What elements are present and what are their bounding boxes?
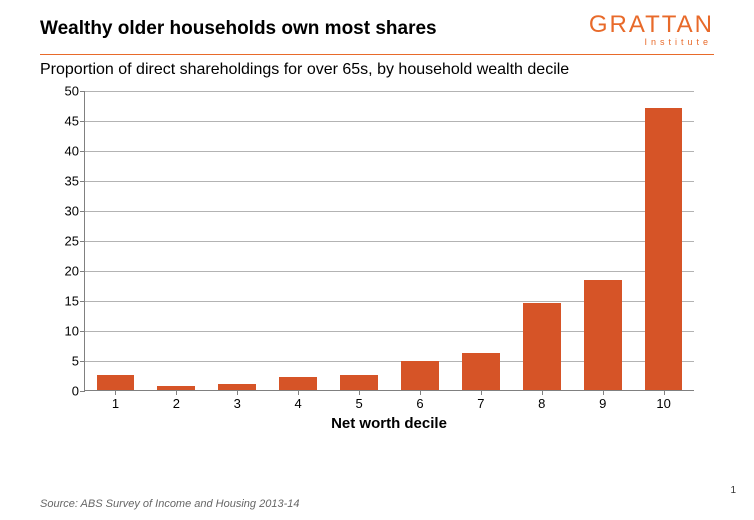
bar: [401, 361, 439, 390]
bar-chart: 0510152025303540455012345678910 Net wort…: [50, 85, 704, 435]
bar-slot: 8: [511, 91, 572, 390]
x-tick-label: 4: [295, 390, 302, 411]
page-number: 1: [730, 485, 736, 496]
bar-slot: 10: [633, 91, 694, 390]
bar-slot: 4: [268, 91, 329, 390]
y-tick-label: 25: [65, 233, 85, 248]
y-tick-label: 30: [65, 203, 85, 218]
bar: [340, 375, 378, 390]
bar: [462, 353, 500, 390]
x-axis-label: Net worth decile: [84, 415, 694, 432]
y-tick-label: 40: [65, 143, 85, 158]
divider-rule: [40, 54, 714, 55]
bar-slot: 2: [146, 91, 207, 390]
bar-slot: 9: [572, 91, 633, 390]
bar-slot: 6: [390, 91, 451, 390]
bar: [523, 303, 561, 390]
bar: [645, 108, 683, 390]
x-tick-label: 9: [599, 390, 606, 411]
bar: [97, 375, 135, 389]
x-tick-label: 3: [234, 390, 241, 411]
bar-slot: 3: [207, 91, 268, 390]
x-tick-label: 2: [173, 390, 180, 411]
x-tick-label: 6: [416, 390, 423, 411]
bars-container: 12345678910: [85, 91, 694, 390]
y-tick-label: 15: [65, 293, 85, 308]
bar-slot: 1: [85, 91, 146, 390]
chart-subtitle: Proportion of direct shareholdings for o…: [40, 61, 714, 79]
y-tick-label: 20: [65, 263, 85, 278]
y-tick-label: 50: [65, 83, 85, 98]
chart-title: Wealthy older households own most shares: [40, 18, 437, 40]
y-tick-label: 45: [65, 113, 85, 128]
source-note: Source: ABS Survey of Income and Housing…: [40, 498, 299, 510]
x-tick-label: 1: [112, 390, 119, 411]
logo-text-main: GRATTAN: [589, 11, 714, 38]
y-tick-label: 35: [65, 173, 85, 188]
y-tick-label: 10: [65, 323, 85, 338]
bar-slot: 7: [450, 91, 511, 390]
logo-text-sub: Institute: [589, 38, 712, 46]
y-tick-label: 0: [72, 383, 85, 398]
x-tick-label: 5: [355, 390, 362, 411]
bar: [584, 280, 622, 390]
grattan-logo: GRATTAN Institute: [589, 14, 714, 46]
x-tick-label: 10: [656, 390, 670, 411]
y-tick-label: 5: [72, 353, 85, 368]
bar-slot: 5: [329, 91, 390, 390]
x-tick-label: 7: [477, 390, 484, 411]
bar: [279, 377, 317, 390]
x-tick-label: 8: [538, 390, 545, 411]
